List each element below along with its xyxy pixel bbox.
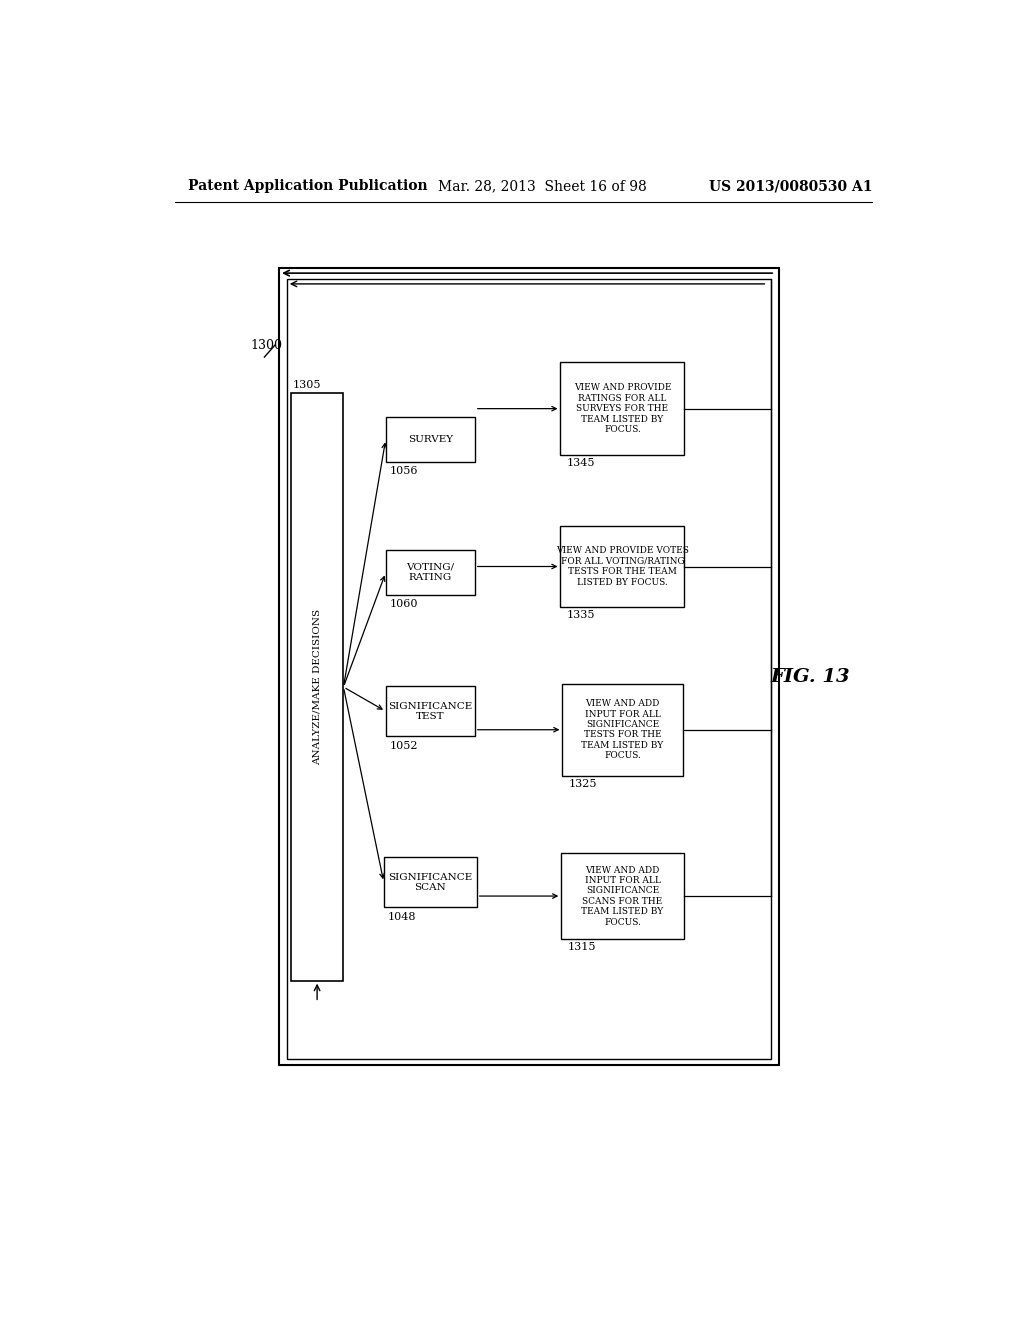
Bar	[287, 280, 771, 1059]
Bar	[280, 268, 779, 1065]
Bar	[386, 686, 475, 737]
Text: SURVEY: SURVEY	[408, 436, 453, 444]
Text: 1345: 1345	[566, 458, 595, 467]
Text: VIEW AND ADD
INPUT FOR ALL
SIGNIFICANCE
SCANS FOR THE
TEAM LISTED BY
FOCUS.: VIEW AND ADD INPUT FOR ALL SIGNIFICANCE …	[582, 866, 664, 927]
Text: 1325: 1325	[568, 779, 597, 789]
Bar	[561, 853, 684, 940]
Text: 1335: 1335	[566, 610, 595, 619]
Text: Patent Application Publication: Patent Application Publication	[188, 180, 428, 193]
Bar	[560, 527, 684, 607]
Text: US 2013/0080530 A1: US 2013/0080530 A1	[710, 180, 872, 193]
Bar	[386, 417, 475, 462]
Text: VIEW AND PROVIDE
RATINGS FOR ALL
SURVEYS FOR THE
TEAM LISTED BY
FOCUS.: VIEW AND PROVIDE RATINGS FOR ALL SURVEYS…	[573, 383, 671, 434]
Text: 1300: 1300	[251, 339, 283, 352]
Text: SIGNIFICANCE
SCAN: SIGNIFICANCE SCAN	[388, 873, 472, 892]
Text: ANALYZE/MAKE DECISIONS: ANALYZE/MAKE DECISIONS	[312, 609, 322, 766]
Text: 1056: 1056	[389, 466, 418, 477]
Text: VIEW AND PROVIDE VOTES
FOR ALL VOTING/RATING
TESTS FOR THE TEAM
LISTED BY FOCUS.: VIEW AND PROVIDE VOTES FOR ALL VOTING/RA…	[556, 546, 689, 586]
Text: 1048: 1048	[388, 912, 416, 921]
Bar	[291, 393, 343, 981]
Bar	[562, 684, 683, 776]
Text: SIGNIFICANCE
TEST: SIGNIFICANCE TEST	[388, 701, 472, 721]
Text: Mar. 28, 2013  Sheet 16 of 98: Mar. 28, 2013 Sheet 16 of 98	[438, 180, 647, 193]
Text: 1315: 1315	[567, 942, 596, 952]
Text: 1052: 1052	[389, 741, 418, 751]
Text: 1305: 1305	[292, 380, 321, 391]
Bar	[384, 857, 477, 907]
Text: FIG. 13: FIG. 13	[770, 668, 850, 686]
Bar	[560, 363, 684, 455]
Text: VIEW AND ADD
INPUT FOR ALL
SIGNIFICANCE
TESTS FOR THE
TEAM LISTED BY
FOCUS.: VIEW AND ADD INPUT FOR ALL SIGNIFICANCE …	[582, 700, 664, 760]
Text: 1060: 1060	[389, 599, 418, 610]
Bar	[386, 550, 475, 595]
Text: VOTING/
RATING: VOTING/ RATING	[407, 562, 455, 582]
